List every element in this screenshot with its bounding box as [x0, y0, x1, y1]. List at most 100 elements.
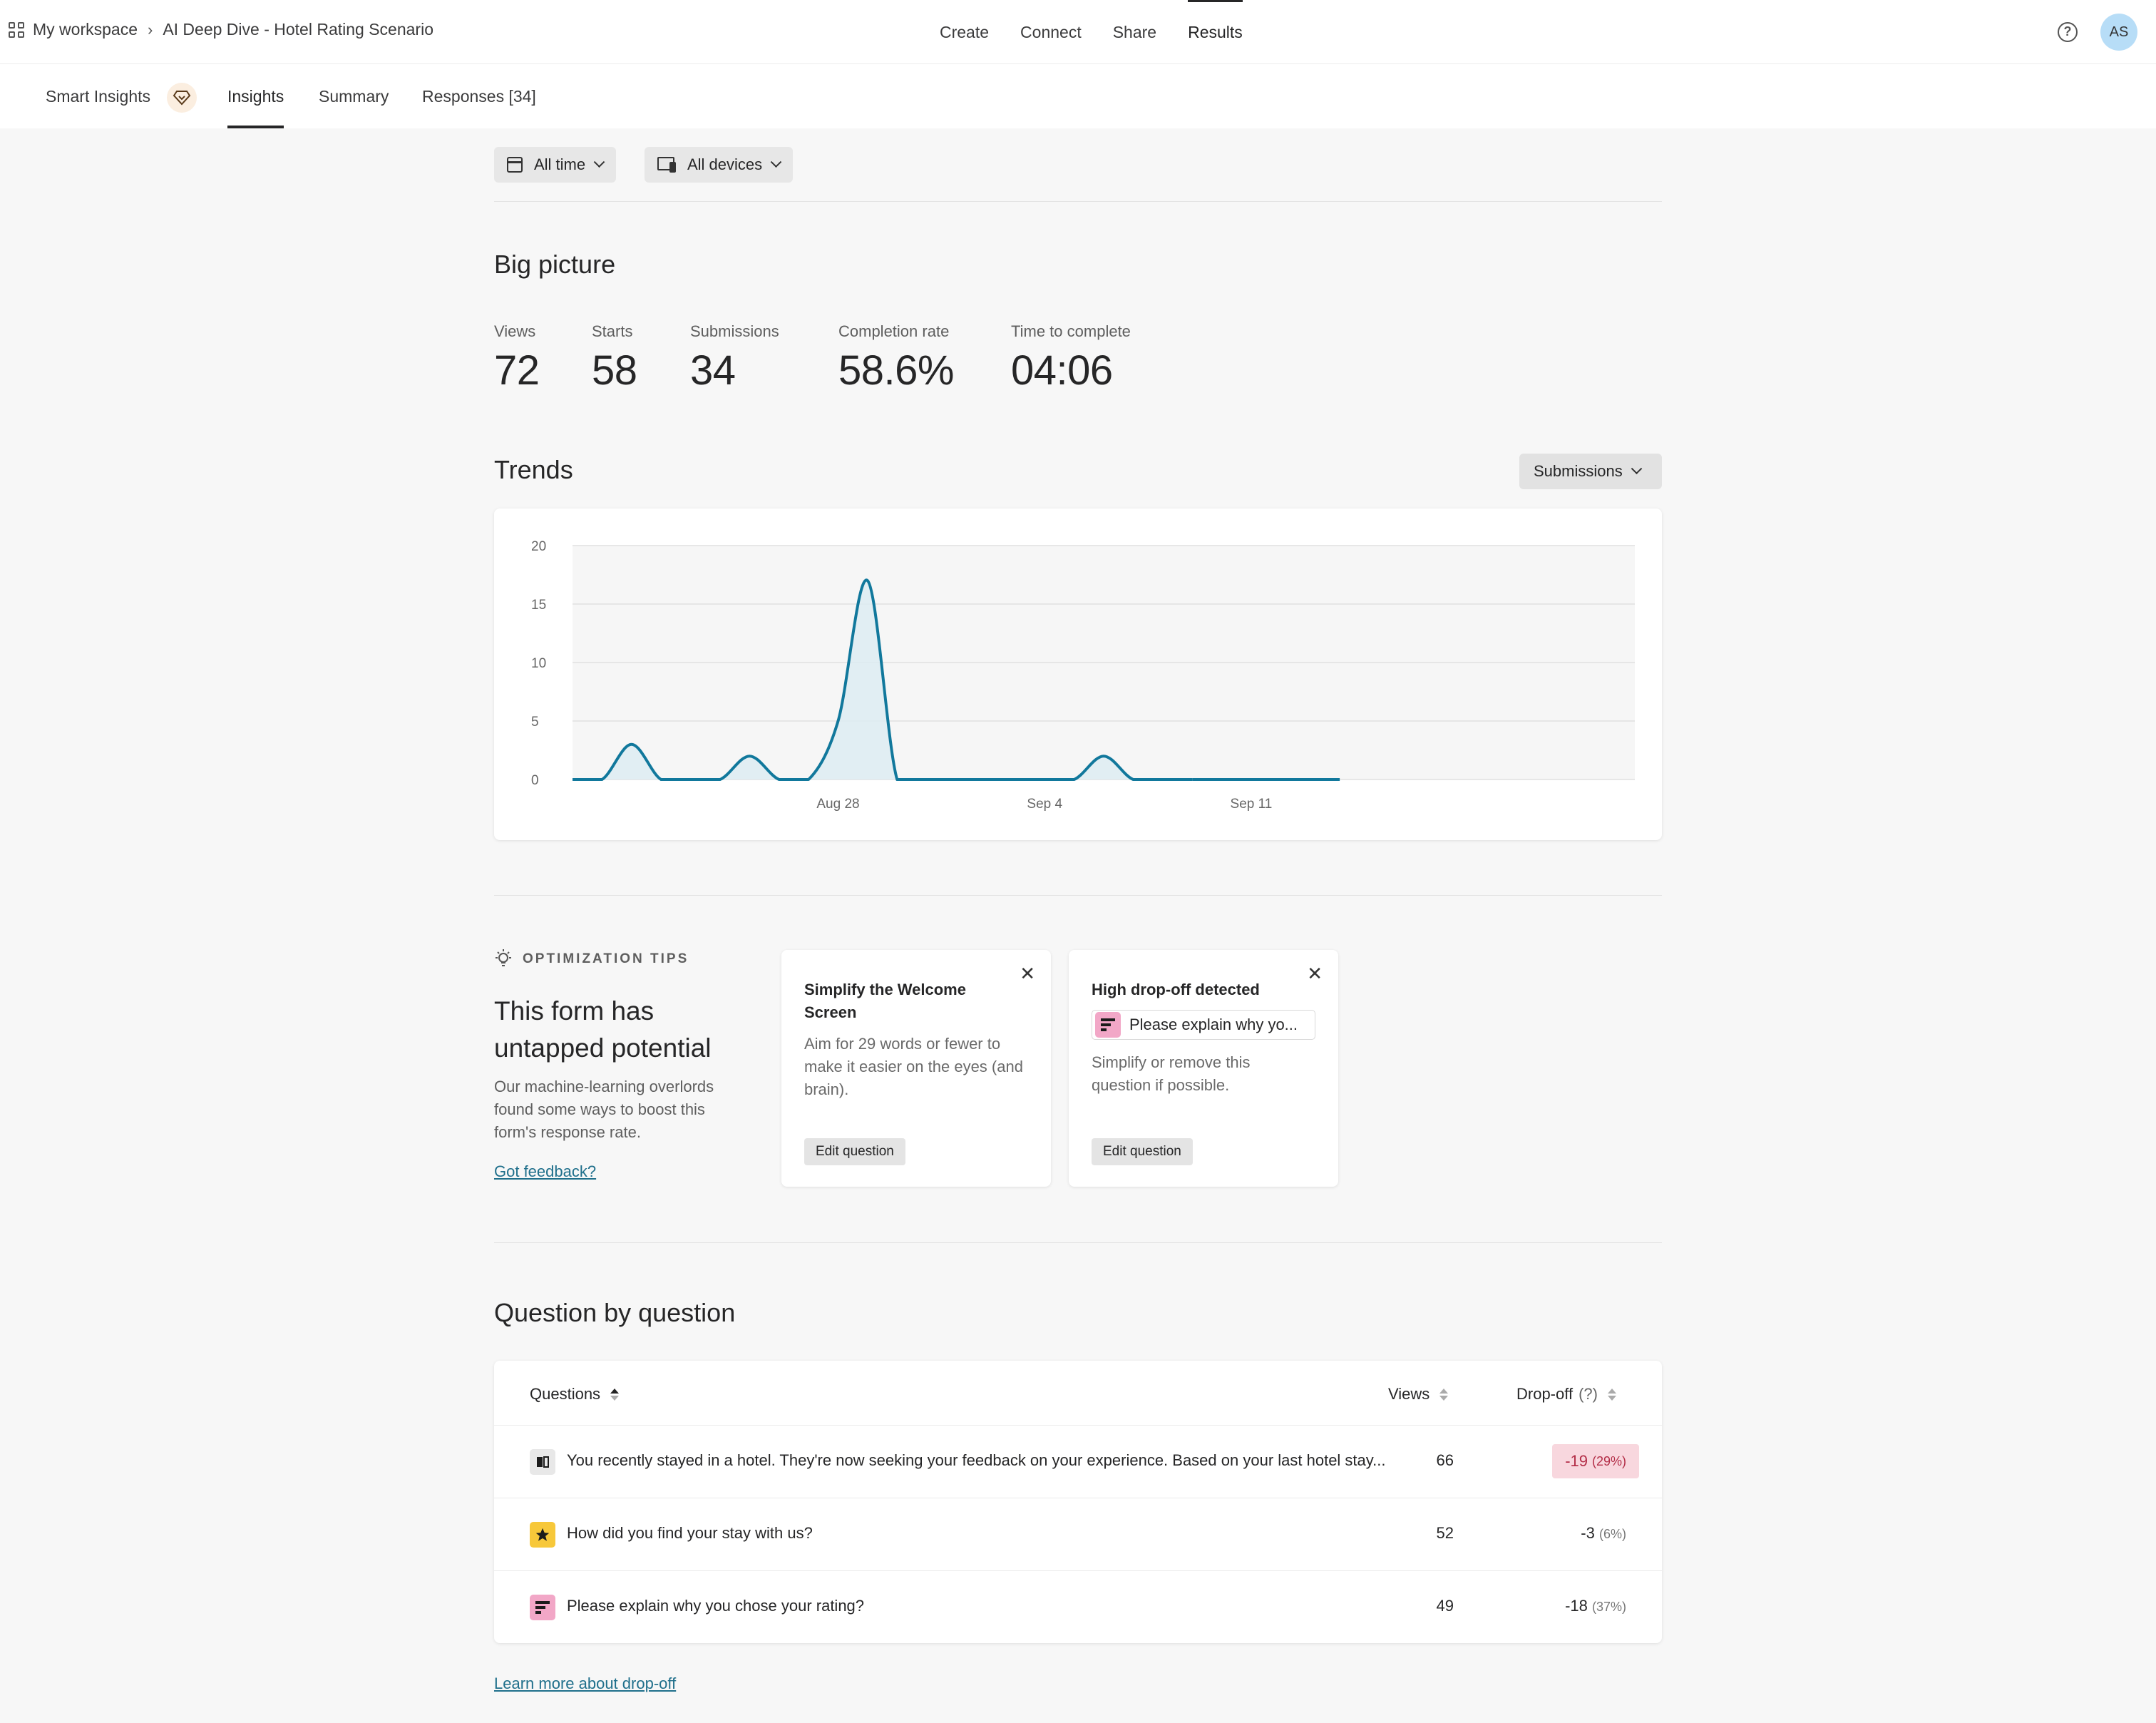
dropoff-percent: (29%) — [1591, 1453, 1626, 1468]
views-value: 52 — [1436, 1524, 1454, 1542]
metric-views: Views 72 — [494, 322, 540, 394]
trend-metric-label: Submissions — [1534, 462, 1623, 480]
help-icon[interactable]: ? — [2058, 22, 2078, 42]
tab-responses[interactable]: Responses [34] — [422, 87, 536, 106]
chevron-right-icon: › — [147, 20, 153, 39]
tab-insights[interactable]: Insights — [227, 64, 284, 128]
dropoff-cell: -3 (6%) — [1581, 1524, 1626, 1543]
question-chip[interactable]: Please explain why yo... — [1092, 1010, 1315, 1040]
got-feedback-link[interactable]: Got feedback? — [494, 1162, 597, 1180]
smart-insights-diamond-icon[interactable] — [167, 83, 197, 113]
close-icon[interactable]: ✕ — [1307, 963, 1323, 984]
question-text: How did you find your stay with us? — [567, 1524, 813, 1542]
dropoff-value: -19 — [1565, 1452, 1588, 1470]
tip-body: Simplify or remove this question if poss… — [1092, 1053, 1251, 1094]
metric-value: 58 — [592, 347, 637, 394]
top-bar: My workspace › AI Deep Dive - Hotel Rati… — [0, 0, 2156, 64]
breadcrumb: My workspace › AI Deep Dive - Hotel Rati… — [9, 20, 433, 39]
sort-icon[interactable] — [1439, 1388, 1449, 1401]
metric-label: Submissions — [690, 322, 779, 340]
long-text-icon — [530, 1595, 555, 1620]
dropoff-help[interactable]: (?) — [1578, 1385, 1598, 1403]
sort-icon[interactable] — [1607, 1388, 1616, 1401]
y-tick-label: 20 — [531, 539, 546, 554]
column-questions[interactable]: Questions — [530, 1385, 620, 1404]
breadcrumb-form[interactable]: AI Deep Dive - Hotel Rating Scenario — [163, 20, 433, 39]
x-tick-label: Sep 4 — [1027, 797, 1062, 812]
avatar[interactable]: AS — [2100, 14, 2137, 51]
tip-title: Simplify the Welcome Screen — [804, 981, 966, 1021]
nav-create[interactable]: Create — [940, 23, 990, 41]
series-line[interactable] — [572, 578, 1193, 781]
chevron-down-icon — [1631, 462, 1642, 474]
column-views-label: Views — [1388, 1385, 1430, 1403]
column-dropoff-label: Drop-off — [1516, 1385, 1574, 1403]
views-value: 66 — [1436, 1451, 1454, 1469]
edit-question-button[interactable]: Edit question — [1092, 1138, 1193, 1165]
tab-smart-insights[interactable]: Smart Insights — [46, 87, 150, 106]
table-row[interactable]: Please explain why you chose your rating… — [494, 1570, 1662, 1643]
dropoff-badge: -19 (29%) — [1552, 1444, 1639, 1478]
tip-body: Aim for 29 words or fewer to make it eas… — [804, 1035, 1023, 1098]
trends-chart-card: 0 5 10 15 20 Aug 28 Sep 4 Sep 11 — [494, 508, 1662, 840]
tips-title: This form has untapped potential — [494, 996, 712, 1063]
x-tick-label: Sep 11 — [1231, 797, 1273, 812]
top-nav: Create Connect Share Results — [924, 0, 1258, 64]
long-text-icon — [1095, 1012, 1121, 1038]
y-tick-label: 15 — [531, 598, 546, 613]
device-filter-dropdown[interactable]: All devices — [645, 147, 794, 183]
nav-share[interactable]: Share — [1112, 23, 1157, 41]
dropoff-percent: (37%) — [1591, 1600, 1626, 1614]
breadcrumb-workspace[interactable]: My workspace — [33, 20, 138, 39]
close-icon[interactable]: ✕ — [1020, 963, 1035, 984]
devices-icon — [657, 157, 676, 173]
metric-submissions: Submissions 34 — [690, 322, 779, 394]
column-views[interactable]: Views — [1388, 1385, 1449, 1404]
metric-completion-rate: Completion rate 58.6% — [838, 322, 954, 394]
divider — [494, 895, 1662, 896]
table-row[interactable]: You recently stayed in a hotel. They're … — [494, 1425, 1662, 1498]
question-text: Please explain why you chose your rating… — [567, 1597, 865, 1615]
metric-value: 72 — [494, 347, 540, 394]
tips-heading-label: OPTIMIZATION TIPS — [523, 951, 689, 966]
metric-label: Completion rate — [838, 322, 950, 340]
sort-icon[interactable] — [610, 1388, 620, 1401]
chevron-down-icon — [593, 155, 605, 168]
tip-card-welcome-screen: ✕ Simplify the Welcome Screen Aim for 29… — [781, 950, 1051, 1187]
big-picture-title: Big picture — [494, 250, 616, 279]
y-tick-label: 10 — [531, 656, 546, 671]
edit-question-button[interactable]: Edit question — [804, 1138, 905, 1165]
table-row[interactable]: How did you find your stay with us? 52 -… — [494, 1498, 1662, 1570]
optimization-tips-heading: OPTIMIZATION TIPS — [494, 949, 689, 970]
metric-label: Starts — [592, 322, 633, 340]
trend-metric-dropdown[interactable]: Submissions — [1519, 454, 1662, 489]
dropoff-percent: (6%) — [1598, 1527, 1626, 1541]
metric-starts: Starts 58 — [592, 322, 637, 394]
chevron-down-icon — [770, 155, 782, 168]
metric-time-to-complete: Time to complete 04:06 — [1011, 322, 1131, 394]
views-value: 49 — [1436, 1597, 1454, 1615]
metric-value: 34 — [690, 347, 736, 394]
learn-more-dropoff-link[interactable]: Learn more about drop-off — [494, 1675, 677, 1692]
dropoff-cell: -18 (37%) — [1565, 1597, 1626, 1615]
welcome-screen-icon — [530, 1449, 555, 1475]
time-filter-dropdown[interactable]: All time — [494, 147, 617, 183]
y-tick-label: 5 — [531, 715, 539, 730]
lightbulb-icon — [494, 949, 513, 970]
x-tick-label: Aug 28 — [816, 797, 859, 812]
workspace-grid-icon[interactable] — [9, 21, 24, 38]
question-text: You recently stayed in a hotel. They're … — [567, 1451, 1386, 1469]
divider — [494, 1242, 1662, 1243]
question-table: Questions Views Drop-off (?) You recentl… — [494, 1361, 1662, 1643]
dropoff-value: -18 — [1565, 1597, 1588, 1615]
column-dropoff[interactable]: Drop-off (?) — [1516, 1385, 1616, 1404]
device-filter-label: All devices — [687, 155, 763, 173]
star-icon — [530, 1522, 555, 1548]
calendar-icon — [507, 157, 523, 173]
nav-connect[interactable]: Connect — [1020, 23, 1082, 41]
tip-title: High drop-off detected — [1092, 981, 1260, 998]
question-by-question-title: Question by question — [494, 1298, 736, 1327]
tab-summary[interactable]: Summary — [319, 87, 389, 106]
trends-title: Trends — [494, 455, 573, 484]
nav-results[interactable]: Results — [1172, 0, 1258, 64]
